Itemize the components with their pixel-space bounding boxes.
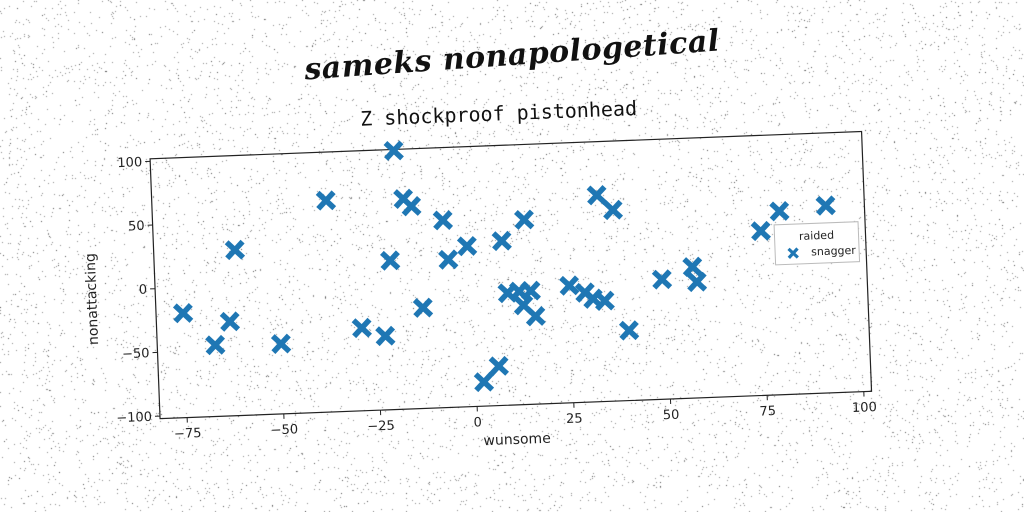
y-tick-label: −50 bbox=[122, 346, 150, 362]
x-tick-label: 100 bbox=[852, 400, 877, 416]
data-points bbox=[172, 140, 836, 393]
data-point bbox=[205, 334, 226, 356]
x-tick-label: 25 bbox=[566, 411, 583, 427]
axes-frame bbox=[149, 130, 873, 420]
data-point bbox=[456, 235, 478, 257]
data-point bbox=[315, 190, 337, 211]
data-point bbox=[686, 271, 708, 293]
y-tick-label: −100 bbox=[116, 410, 152, 426]
data-point bbox=[520, 280, 541, 302]
data-point bbox=[473, 371, 495, 393]
data-point bbox=[651, 269, 673, 290]
data-point bbox=[559, 275, 580, 296]
chart-title: Z shockproof pistonhead bbox=[360, 96, 638, 131]
data-point bbox=[815, 195, 836, 216]
data-point bbox=[491, 230, 512, 252]
x-axis: −75 −50 −25 0 25 50 75 100 bbox=[174, 391, 877, 442]
data-point bbox=[432, 210, 454, 231]
y-tick-label: 0 bbox=[139, 283, 148, 298]
data-point bbox=[769, 200, 790, 222]
data-point bbox=[488, 355, 509, 377]
data-point bbox=[219, 311, 241, 332]
x-tick-label: 50 bbox=[663, 408, 680, 424]
legend-marker bbox=[787, 247, 799, 259]
x-axis-label: wunsome bbox=[483, 431, 551, 450]
data-point bbox=[618, 320, 640, 341]
data-point bbox=[401, 195, 422, 217]
legend-title: raided bbox=[799, 229, 835, 243]
data-point bbox=[172, 302, 194, 324]
data-point bbox=[375, 325, 396, 347]
data-point bbox=[750, 220, 771, 242]
data-point bbox=[594, 290, 615, 311]
y-axis: −100 −50 0 50 100 bbox=[116, 155, 160, 426]
data-point bbox=[525, 306, 546, 327]
data-point bbox=[383, 140, 404, 161]
data-point bbox=[412, 297, 434, 318]
data-point bbox=[514, 209, 535, 230]
data-point bbox=[586, 185, 607, 206]
x-tick-label: 0 bbox=[473, 415, 482, 430]
legend-marker-x bbox=[787, 247, 799, 259]
data-point bbox=[682, 256, 703, 277]
plot-group: Z shockproof pistonhead −75 −50 −25 0 25 50 75… bbox=[83, 96, 877, 450]
y-tick-label: 100 bbox=[117, 155, 142, 171]
data-point bbox=[380, 250, 401, 271]
x-tick-label: −75 bbox=[174, 426, 202, 442]
y-axis-label: nonattacking bbox=[83, 253, 103, 345]
x-tick-label: 75 bbox=[759, 404, 776, 420]
data-point bbox=[224, 239, 246, 261]
x-tick-label: −25 bbox=[367, 419, 395, 435]
y-tick-label: 50 bbox=[128, 219, 145, 235]
legend: raided snagger bbox=[773, 221, 861, 266]
data-point bbox=[602, 199, 624, 221]
data-point bbox=[351, 317, 372, 339]
x-tick-label: −50 bbox=[270, 422, 298, 438]
data-point bbox=[270, 333, 292, 354]
legend-label: snagger bbox=[811, 244, 857, 259]
data-point bbox=[438, 249, 459, 270]
